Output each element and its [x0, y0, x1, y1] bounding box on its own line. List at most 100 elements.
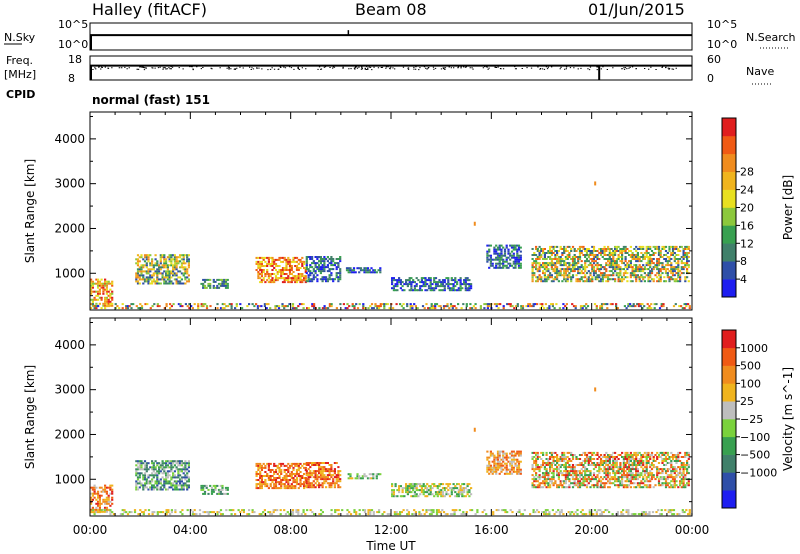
echo-cell: [577, 478, 580, 481]
echo-cell: [615, 258, 618, 260]
echo-cell: [670, 466, 673, 469]
echo-cell: [587, 264, 590, 267]
echo-cell: [374, 303, 377, 306]
echo-cell: [545, 262, 548, 265]
echo-cell: [172, 264, 175, 267]
echo-cell: [605, 264, 608, 267]
echo-cell: [679, 482, 682, 485]
echo-cell: [203, 280, 207, 283]
echo-cell: [136, 488, 140, 491]
echo-cell: [601, 280, 604, 283]
echo-cell: [500, 244, 503, 247]
echo-cell: [173, 488, 176, 491]
echo-cell: [207, 284, 210, 287]
echo-cell: [675, 460, 678, 462]
echo-cell: [410, 285, 413, 288]
echo-cell: [549, 464, 552, 466]
echo-cell: [531, 484, 534, 487]
echo-cell: [505, 470, 508, 473]
echo-cell: [509, 468, 512, 471]
echo-cell: [563, 454, 566, 456]
echo-cell: [297, 275, 300, 278]
echo-cell: [605, 250, 608, 252]
echo-cell: [536, 268, 539, 271]
echo-cell: [517, 260, 521, 263]
echo-cell: [426, 489, 429, 492]
echo-cell: [138, 486, 141, 489]
echo-cell: [568, 470, 571, 473]
echo-cell: [631, 258, 634, 260]
echo-cell: [217, 488, 221, 491]
echo-cell: [507, 472, 510, 475]
echo-cell: [675, 268, 678, 271]
echo-cell: [617, 278, 620, 281]
echo-cell: [278, 469, 281, 471]
echo-cell: [605, 460, 608, 462]
echo-cell: [680, 456, 683, 458]
echo-cell: [633, 254, 636, 256]
echo-cell: [677, 458, 680, 460]
echo-cell: [607, 248, 610, 250]
echo-cell: [145, 266, 148, 269]
echo-cell: [517, 460, 521, 463]
echo-cell: [443, 281, 446, 284]
echo-cell: [159, 266, 162, 269]
echo-cell: [307, 268, 310, 271]
echo-cell: [285, 475, 288, 477]
echo-cell: [538, 262, 541, 265]
echo-cell: [675, 262, 678, 265]
echo-cell: [267, 260, 270, 263]
echo-cell: [516, 472, 519, 475]
echo-cell: [325, 280, 328, 283]
echo-cell: [677, 460, 680, 462]
echo-cell: [525, 305, 528, 308]
echo-cell: [140, 256, 143, 259]
echo-cell: [441, 279, 445, 282]
echo-cell: [292, 260, 295, 263]
echo-cell: [441, 285, 445, 288]
echo-cell: [533, 484, 536, 487]
echo-cell: [566, 274, 569, 277]
echo-cell: [373, 269, 377, 272]
echo-cell: [579, 305, 583, 308]
echo-cell: [608, 256, 611, 258]
echo-cell: [542, 266, 545, 269]
echo-cell: [533, 468, 536, 471]
echo-cell: [463, 483, 466, 486]
echo-cell: [292, 481, 295, 484]
echo-cell: [564, 268, 567, 271]
echo-cell: [309, 486, 312, 489]
echo-cell: [403, 283, 406, 286]
echo-cell: [104, 486, 107, 489]
echo-cell: [505, 456, 508, 459]
echo-cell: [186, 509, 189, 512]
echo-cell: [585, 252, 589, 254]
echo-cell: [652, 464, 655, 466]
echo-cell: [615, 274, 618, 277]
echo-cell: [514, 264, 517, 267]
echo-cell: [456, 493, 459, 496]
echo-cell: [266, 485, 269, 488]
echo-cell: [645, 478, 648, 481]
echo-cell: [271, 256, 274, 259]
echo-cell: [493, 470, 496, 473]
echo-cell: [273, 485, 276, 488]
echo-cell: [542, 250, 545, 252]
echo-cell: [600, 303, 604, 306]
echo-cell: [413, 285, 416, 288]
echo-cell: [140, 307, 144, 310]
echo-cell: [578, 272, 582, 275]
echo-cell: [619, 270, 622, 273]
echo-cell: [143, 478, 147, 481]
echo-cell: [323, 474, 326, 477]
echo-cell: [297, 277, 300, 280]
echo-cell: [591, 484, 594, 487]
echo-cell: [102, 288, 105, 291]
echo-cell: [517, 468, 521, 471]
echo-cell: [488, 244, 491, 247]
echo-cell: [410, 485, 413, 488]
echo-cell: [682, 252, 685, 254]
echo-cell: [98, 504, 101, 507]
echo-cell: [542, 262, 545, 265]
echo-cell: [105, 282, 108, 285]
